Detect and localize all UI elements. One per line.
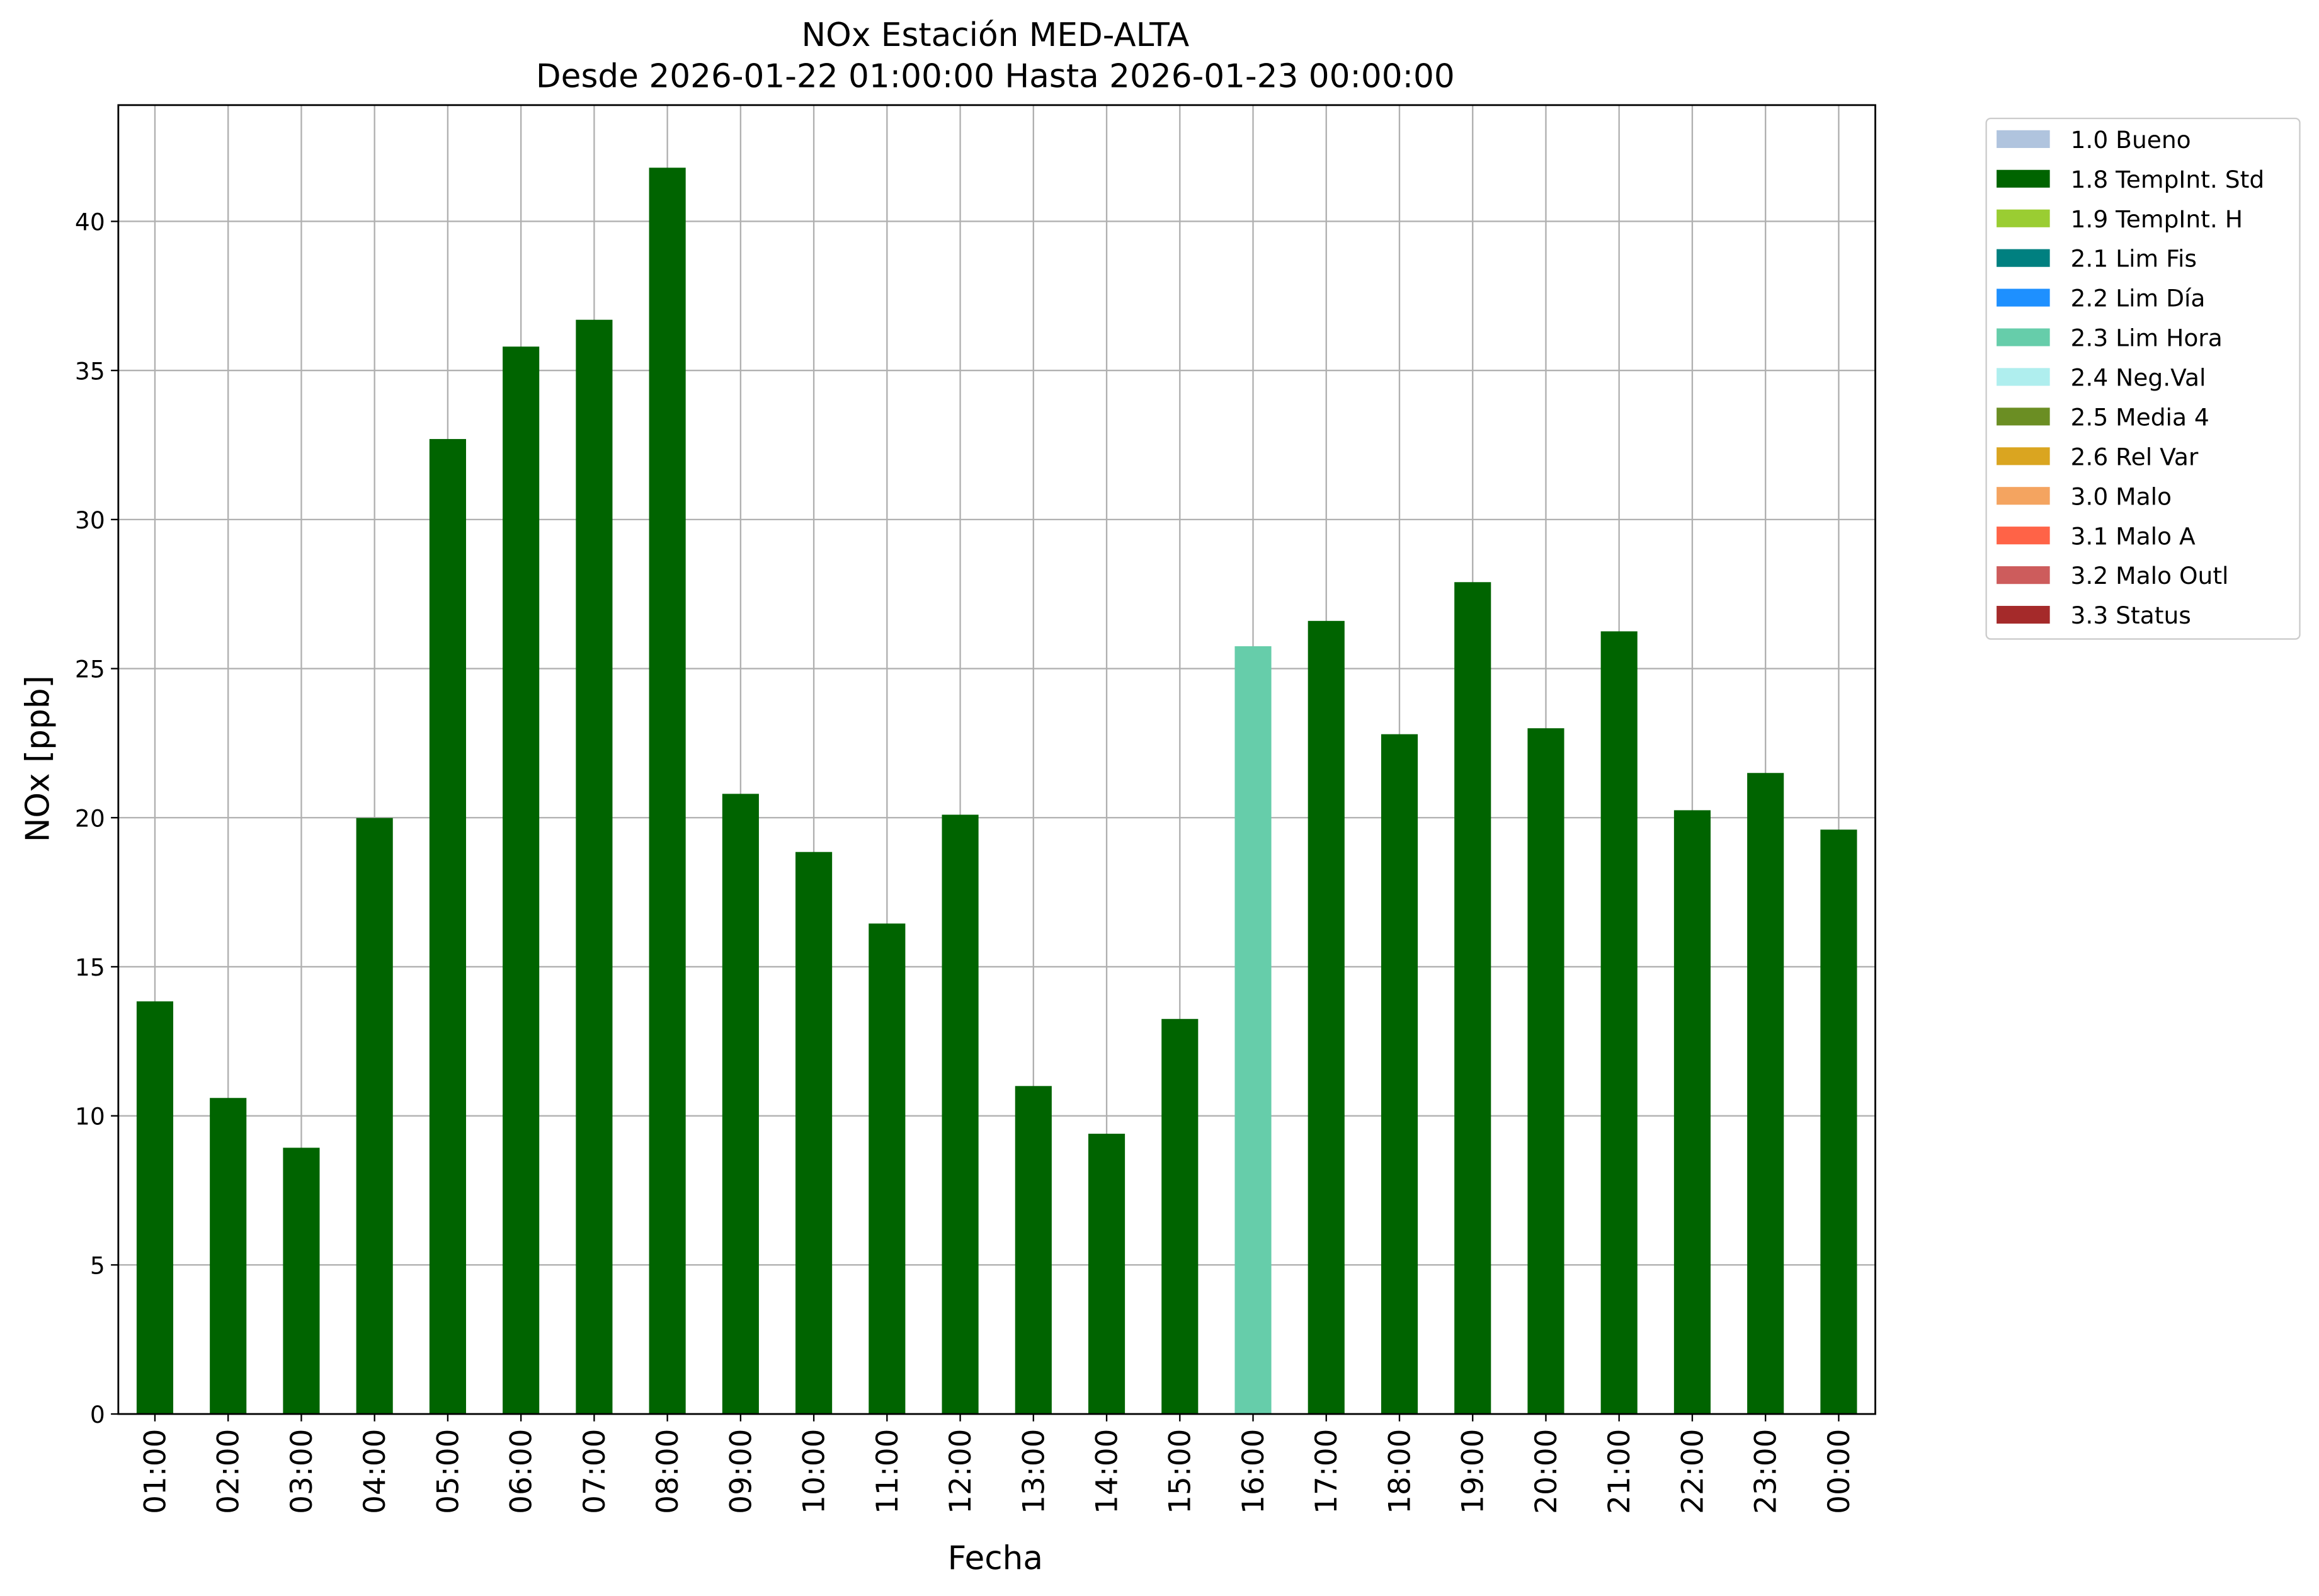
y-tick-label: 0 bbox=[90, 1401, 105, 1428]
x-tick-label: 11:00 bbox=[870, 1429, 905, 1514]
bar bbox=[942, 814, 979, 1415]
bar bbox=[1747, 773, 1784, 1415]
legend-swatch bbox=[1997, 447, 2050, 465]
x-tick-label: 05:00 bbox=[431, 1429, 465, 1514]
x-tick-label: 18:00 bbox=[1382, 1429, 1417, 1514]
legend: 1.0 Bueno 1.8 TempInt. Std 1.9 TempInt. H 2… bbox=[1985, 117, 2301, 640]
x-tick-label: 01:00 bbox=[138, 1429, 173, 1514]
legend-frame bbox=[1985, 117, 2301, 640]
legend-swatch bbox=[1997, 288, 2050, 307]
x-tick-label: 03:00 bbox=[285, 1429, 319, 1514]
y-axis-label: NOx [ppb] bbox=[19, 675, 57, 842]
legend-swatch bbox=[1997, 249, 2050, 267]
legend-label: 3.1 Malo A bbox=[2071, 522, 2196, 550]
legend-swatch bbox=[1997, 169, 2050, 188]
y-tick-label: 15 bbox=[75, 954, 105, 981]
legend-swatch bbox=[1997, 130, 2050, 148]
x-tick-label: 14:00 bbox=[1090, 1429, 1124, 1514]
x-tick-label: 08:00 bbox=[651, 1429, 685, 1514]
legend-label: 1.0 Bueno bbox=[2071, 126, 2191, 154]
x-tick-label: 02:00 bbox=[212, 1429, 246, 1514]
bar bbox=[1234, 646, 1272, 1415]
bar bbox=[210, 1098, 247, 1415]
bar bbox=[503, 346, 540, 1415]
legend-swatch bbox=[1997, 328, 2050, 346]
y-tick-label: 25 bbox=[75, 656, 105, 683]
bar bbox=[576, 319, 613, 1415]
legend-label: 3.2 Malo Outl bbox=[2071, 562, 2229, 590]
y-tick-label: 5 bbox=[90, 1251, 105, 1279]
bar bbox=[1454, 582, 1491, 1415]
x-tick-label: 07:00 bbox=[578, 1429, 612, 1514]
bar bbox=[1527, 728, 1564, 1415]
bar bbox=[356, 818, 393, 1415]
bar bbox=[649, 168, 686, 1415]
bar bbox=[869, 923, 906, 1415]
bar bbox=[1381, 734, 1418, 1415]
x-tick-label: 13:00 bbox=[1017, 1429, 1051, 1514]
legend-swatch bbox=[1997, 605, 2050, 624]
bar bbox=[1308, 620, 1345, 1415]
legend-label: 2.2 Lim Día bbox=[2071, 285, 2206, 312]
bar bbox=[1673, 810, 1711, 1415]
bar bbox=[722, 794, 759, 1415]
x-tick-label: 15:00 bbox=[1163, 1429, 1198, 1514]
legend-label: 1.8 TempInt. Std bbox=[2071, 166, 2265, 193]
y-tick-label: 30 bbox=[75, 506, 105, 534]
legend-label: 2.6 Rel Var bbox=[2071, 443, 2199, 470]
x-tick-label: 22:00 bbox=[1675, 1429, 1710, 1514]
legend-swatch bbox=[1997, 487, 2050, 505]
x-tick-label: 20:00 bbox=[1529, 1429, 1564, 1514]
x-tick-label: 23:00 bbox=[1749, 1429, 1784, 1514]
legend-swatch bbox=[1997, 368, 2050, 386]
bar bbox=[136, 1001, 174, 1415]
x-tick-label: 21:00 bbox=[1602, 1429, 1637, 1514]
x-axis-label: Fecha bbox=[948, 1540, 1043, 1578]
legend-label: 3.0 Malo bbox=[2071, 482, 2172, 510]
y-tick-label: 10 bbox=[75, 1103, 105, 1131]
bar bbox=[1088, 1134, 1125, 1415]
bar bbox=[1600, 631, 1638, 1415]
x-tick-label: 12:00 bbox=[943, 1429, 978, 1514]
legend-label: 2.1 Lim Fis bbox=[2071, 245, 2197, 273]
x-tick-label: 17:00 bbox=[1309, 1429, 1344, 1514]
x-tick-label: 10:00 bbox=[797, 1429, 832, 1514]
x-tick-label: 04:00 bbox=[358, 1429, 392, 1514]
legend-label: 3.3 Status bbox=[2071, 601, 2191, 629]
legend-label: 2.3 Lim Hora bbox=[2071, 324, 2223, 352]
bar bbox=[1015, 1086, 1052, 1415]
bar bbox=[795, 852, 833, 1415]
legend-swatch bbox=[1997, 527, 2050, 545]
x-tick-label: 06:00 bbox=[504, 1429, 539, 1514]
chart-subtitle: Desde 2026-01-22 01:00:00 Hasta 2026-01-… bbox=[536, 58, 1455, 96]
x-tick-label: 16:00 bbox=[1236, 1429, 1271, 1514]
y-tick-label: 35 bbox=[75, 357, 105, 385]
legend-label: 2.4 Neg.Val bbox=[2071, 364, 2206, 392]
x-tick-label: 00:00 bbox=[1822, 1429, 1857, 1514]
y-tick-label: 20 bbox=[75, 804, 105, 832]
legend-label: 1.9 TempInt. H bbox=[2071, 205, 2243, 233]
legend-swatch bbox=[1997, 408, 2050, 426]
chart-title: NOx Estación MED-ALTA bbox=[802, 16, 1190, 54]
y-tick-label: 40 bbox=[75, 208, 105, 236]
legend-swatch bbox=[1997, 209, 2050, 227]
bar bbox=[429, 439, 466, 1415]
bar bbox=[1161, 1018, 1199, 1415]
bar bbox=[283, 1148, 320, 1415]
legend-swatch bbox=[1997, 566, 2050, 584]
plot-frame bbox=[117, 104, 1876, 1415]
x-tick-label: 19:00 bbox=[1456, 1429, 1491, 1514]
bar bbox=[1820, 829, 1857, 1415]
x-tick-label: 09:00 bbox=[724, 1429, 758, 1514]
legend-label: 2.5 Media 4 bbox=[2071, 403, 2209, 431]
